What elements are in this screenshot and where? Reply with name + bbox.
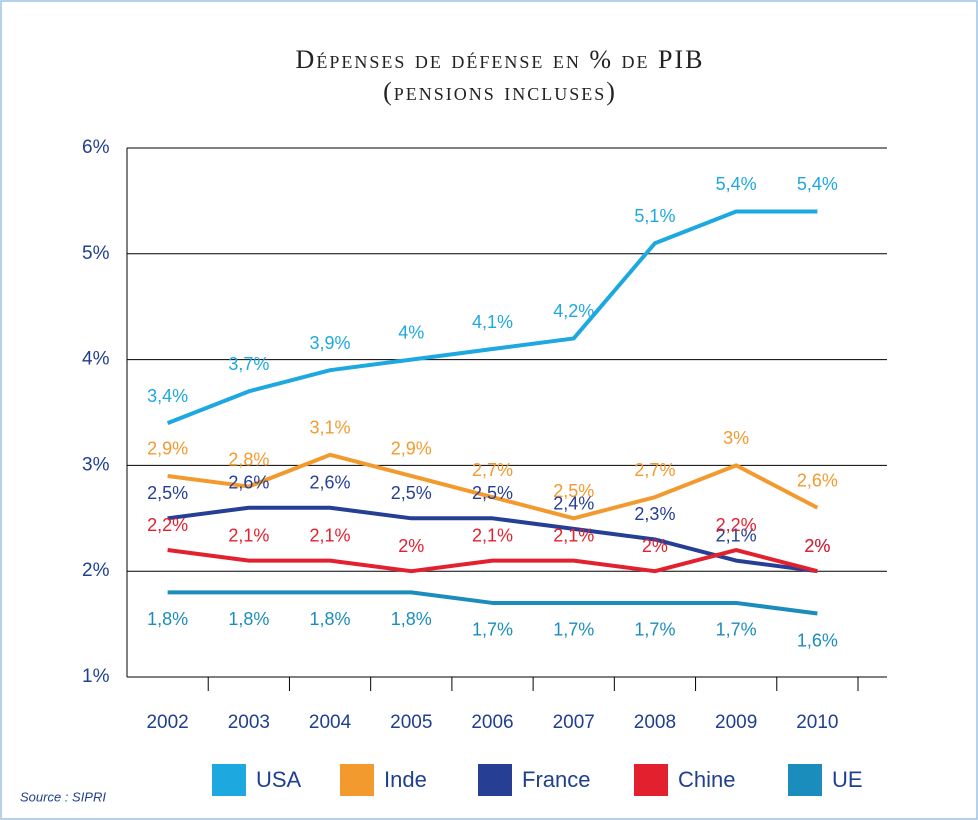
data-label: 2,1% bbox=[553, 525, 594, 545]
data-label: 1,6% bbox=[797, 630, 838, 650]
data-label: 4% bbox=[398, 322, 424, 342]
series-line bbox=[167, 590, 818, 616]
series-line bbox=[166, 209, 818, 425]
data-label: 3,4% bbox=[147, 386, 188, 406]
x-tick-label: 2008 bbox=[634, 712, 676, 733]
data-label: 2,2% bbox=[716, 515, 757, 535]
data-label: 2,5% bbox=[147, 483, 188, 503]
legend-label: USA bbox=[256, 767, 302, 792]
data-label: 4,1% bbox=[472, 312, 513, 332]
data-label: 3% bbox=[723, 428, 749, 448]
data-label: 2,9% bbox=[147, 439, 188, 459]
data-label: 2,1% bbox=[310, 525, 351, 545]
data-label: 2,5% bbox=[553, 481, 594, 501]
y-tick-label: 2% bbox=[82, 560, 110, 581]
data-label: 2% bbox=[804, 536, 830, 556]
legend-swatch bbox=[634, 764, 668, 796]
y-tick-label: 1% bbox=[82, 666, 110, 687]
series-line bbox=[167, 452, 819, 521]
data-label: 5,1% bbox=[634, 206, 675, 226]
chart-subtitle: (pensions incluses) bbox=[383, 77, 617, 106]
data-label: 2,4% bbox=[553, 494, 594, 514]
data-label: 2,1% bbox=[228, 525, 269, 545]
data-label: 2,1% bbox=[716, 525, 757, 545]
data-label: 2,6% bbox=[797, 470, 838, 490]
data-label: 2% bbox=[398, 536, 424, 556]
legend-swatch bbox=[340, 764, 374, 796]
data-label: 1,8% bbox=[228, 609, 269, 629]
legend-swatch bbox=[478, 764, 512, 796]
data-label: 2,1% bbox=[472, 525, 513, 545]
data-label: 1,7% bbox=[716, 620, 757, 640]
data-label: 2,6% bbox=[310, 472, 351, 492]
data-label: 5,4% bbox=[797, 174, 838, 194]
y-tick-label: 6% bbox=[82, 137, 110, 158]
series-line bbox=[167, 548, 818, 574]
data-label: 2,5% bbox=[391, 483, 432, 503]
x-tick-label: 2002 bbox=[146, 712, 188, 733]
legend-label: Chine bbox=[678, 767, 735, 792]
data-label: 3,9% bbox=[310, 333, 351, 353]
y-tick-label: 5% bbox=[82, 243, 110, 264]
x-tick-label: 2004 bbox=[309, 712, 352, 733]
data-label: 2% bbox=[804, 536, 830, 556]
data-label: 2% bbox=[642, 536, 668, 556]
data-label: 2,7% bbox=[472, 460, 513, 480]
data-label: 2,3% bbox=[634, 504, 675, 524]
data-label: 1,8% bbox=[147, 609, 188, 629]
data-label: 1,7% bbox=[634, 620, 675, 640]
data-label: 2,5% bbox=[472, 483, 513, 503]
data-label: 4,2% bbox=[553, 301, 594, 321]
x-tick-label: 2005 bbox=[390, 712, 432, 733]
data-label: 1,8% bbox=[391, 609, 432, 629]
data-label: 1,8% bbox=[310, 609, 351, 629]
legend-label: Inde bbox=[384, 767, 427, 792]
legend-swatch bbox=[788, 764, 822, 796]
data-label: 1,7% bbox=[472, 620, 513, 640]
legend-label: France bbox=[522, 767, 590, 792]
x-tick-label: 2003 bbox=[228, 712, 270, 733]
x-tick-label: 2006 bbox=[471, 712, 513, 733]
data-label: 3,1% bbox=[310, 418, 351, 438]
source: Source : SIPRI bbox=[20, 789, 106, 804]
data-label: 5,4% bbox=[716, 174, 757, 194]
x-tick-label: 2007 bbox=[553, 712, 595, 733]
chart-title: Dépenses de défense en % de PIB bbox=[296, 45, 705, 74]
legend-swatch bbox=[212, 764, 246, 796]
data-label: 3,7% bbox=[228, 354, 269, 374]
series-line bbox=[167, 505, 818, 574]
y-tick-label: 3% bbox=[82, 454, 110, 475]
data-label: 2,2% bbox=[147, 515, 188, 535]
legend-label: UE bbox=[832, 767, 863, 792]
x-tick-label: 2010 bbox=[796, 712, 838, 733]
y-tick-label: 4% bbox=[82, 349, 110, 370]
data-label: 2,9% bbox=[391, 439, 432, 459]
data-label: 2,8% bbox=[228, 449, 269, 469]
data-label: 2,6% bbox=[228, 472, 269, 492]
data-label: 2,7% bbox=[634, 460, 675, 480]
data-label: 1,7% bbox=[553, 620, 594, 640]
x-tick-label: 2009 bbox=[715, 712, 757, 733]
